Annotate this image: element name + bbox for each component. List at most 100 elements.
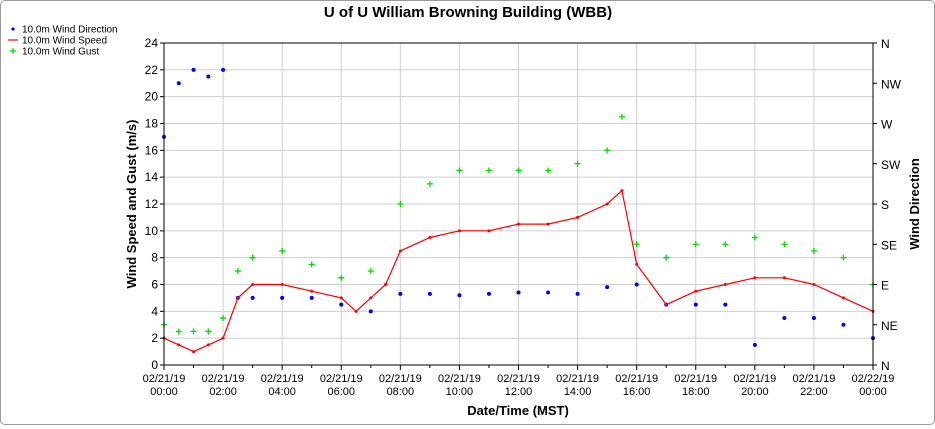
x-axis-label: Date/Time (MST) <box>467 403 569 418</box>
y2-tick-label: SE <box>881 238 897 252</box>
wind-direction-point <box>309 295 314 300</box>
y2-tick-label: N <box>881 359 890 373</box>
x-tick-date: 02/21/19 <box>379 373 422 385</box>
wind-speed-point <box>782 276 786 280</box>
y2-axis-ticks: N NE E SE S SW W NW N <box>873 37 902 373</box>
wind-direction-point <box>605 285 610 290</box>
wind-direction-point <box>634 282 639 287</box>
wind-speed-point <box>664 303 668 307</box>
legend-label: 10.0m Wind Speed <box>22 36 107 47</box>
wind-gust-point <box>175 328 182 335</box>
wind-direction-point <box>693 302 698 307</box>
wind-direction-point <box>811 316 816 321</box>
wind-speed-point <box>753 276 757 280</box>
wind-speed-point <box>280 283 284 286</box>
x-tick-time: 08:00 <box>387 386 415 398</box>
chart-title: U of U William Browning Building (WBB) <box>324 4 612 21</box>
y2-tick-label: E <box>881 279 889 293</box>
wind-direction-point <box>339 302 344 307</box>
wind-speed-point <box>605 202 609 206</box>
y-tick-label: 2 <box>151 331 158 345</box>
wind-gust-point <box>205 328 212 335</box>
x-tick-date: 02/21/19 <box>497 373 540 385</box>
wind-gust-point <box>397 201 404 207</box>
wind-direction-point <box>516 290 521 295</box>
wind-direction-point <box>368 309 373 314</box>
x-tick-date: 02/21/19 <box>793 373 836 385</box>
wind-gust-point <box>722 241 729 248</box>
wind-speed-point <box>369 296 373 300</box>
wind-speed-point <box>428 236 432 240</box>
y2-tick-label: S <box>881 198 889 212</box>
y-tick-label: 10 <box>145 224 159 238</box>
grid-lines <box>164 43 873 365</box>
wind-speed-point <box>517 222 520 226</box>
wind-gust-point <box>220 315 227 322</box>
wind-speed-point <box>384 283 388 286</box>
wind-gust-point <box>633 241 640 248</box>
y2-tick-label: W <box>881 118 893 132</box>
y2-tick-label: N <box>881 37 890 51</box>
wind-speed-point <box>723 283 727 286</box>
x-tick-date: 02/21/19 <box>556 373 599 385</box>
y-axis-label: Wind Speed and Gust (m/s) <box>124 120 139 289</box>
x-tick-time: 04:00 <box>268 386 296 398</box>
wind-direction-point <box>191 67 196 72</box>
wind-gust-point <box>308 261 315 268</box>
wind-speed-point <box>221 336 225 340</box>
wind-gust-point <box>840 254 847 261</box>
y-tick-label: 4 <box>151 304 158 318</box>
x-tick-time: 00:00 <box>150 386 178 398</box>
y2-tick-label: NW <box>881 77 902 91</box>
x-tick-time: 02:00 <box>209 386 237 398</box>
x-tick-date: 02/21/19 <box>143 373 186 385</box>
y2-tick-label: NE <box>881 319 898 333</box>
wind-gust-point <box>456 167 463 174</box>
wind-direction-point <box>782 316 787 321</box>
x-tick-date: 02/21/19 <box>438 373 481 385</box>
wind-gust-point <box>692 241 699 248</box>
wind-speed-point <box>236 296 240 300</box>
y-tick-label: 22 <box>145 63 159 77</box>
y-tick-label: 12 <box>145 197 159 211</box>
legend-marker-wind-gust <box>10 48 16 54</box>
wind-direction-point <box>486 291 491 296</box>
x-tick-time: 06:00 <box>327 386 355 398</box>
wind-gust-point <box>190 328 197 335</box>
wind-gust-point <box>781 241 788 248</box>
wind-direction-point <box>457 293 462 298</box>
x-tick-time: 10:00 <box>446 386 474 398</box>
y2-tick-label: SW <box>881 158 901 172</box>
wind-gust-point <box>574 160 581 167</box>
wind-speed-point <box>206 343 210 347</box>
wind-speed-point <box>546 222 550 226</box>
x-axis-ticks: 02/21/1900:0002/21/1902:0002/21/1904:000… <box>143 365 894 398</box>
wind-speed-point <box>620 189 624 193</box>
wind-speed-point <box>354 309 358 313</box>
x-tick-date: 02/21/19 <box>320 373 363 385</box>
wind-gust-point <box>751 234 758 241</box>
y-tick-label: 24 <box>145 36 159 50</box>
wind-gust-point <box>426 180 433 187</box>
wind-speed-point <box>310 289 314 293</box>
y-tick-label: 14 <box>145 170 159 184</box>
wind-gust-point <box>234 268 241 275</box>
wind-gust-point <box>515 167 522 174</box>
x-tick-date: 02/21/19 <box>261 373 304 385</box>
wind-gust-point <box>249 254 256 261</box>
wind-speed-point <box>192 350 196 354</box>
wind-direction-point <box>546 290 551 295</box>
x-tick-date: 02/21/19 <box>615 373 658 385</box>
x-tick-time: 22:00 <box>800 386 828 398</box>
wind-direction-point <box>723 302 728 307</box>
wind-gust-point <box>618 113 625 120</box>
wind-speed-point <box>251 283 255 286</box>
wind-speed-point <box>457 229 461 233</box>
x-tick-time: 16:00 <box>623 386 651 398</box>
wind-direction-point <box>280 295 285 300</box>
y2-axis-label: Wind Direction <box>907 158 922 250</box>
wind-direction-point <box>752 342 757 347</box>
